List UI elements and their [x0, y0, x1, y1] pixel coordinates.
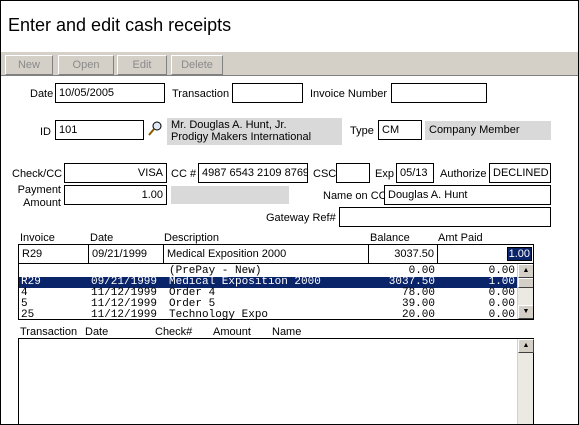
authorize-field[interactable]: DECLINED [489, 163, 551, 183]
page-title: Enter and edit cash receipts [8, 15, 232, 35]
scroll-thumb[interactable] [518, 278, 533, 288]
lookup-icon[interactable] [147, 120, 163, 138]
gateway-ref-field[interactable] [339, 207, 551, 227]
list-item-amt-paid: 0.00 [488, 309, 515, 320]
csc-field[interactable] [336, 163, 370, 183]
check-number-col-header: Check# [155, 326, 193, 338]
name-on-cc-label: Name on CC [323, 190, 387, 202]
transactions-scrollbar[interactable]: ▲ [517, 339, 534, 424]
transactions-list[interactable]: ▲ [18, 338, 534, 424]
list-item-description: Order 5 [169, 298, 216, 310]
list-item-date: 11/12/1999 [91, 309, 158, 320]
list-item-balance: 0.00 [408, 265, 435, 277]
type-description: Company Member [425, 121, 551, 140]
transaction-label: Transaction [172, 88, 230, 100]
balance-col-header: Balance [370, 232, 410, 244]
payment-label-line2: Amount [23, 197, 61, 209]
type-field[interactable]: CM [378, 120, 422, 140]
list-item[interactable]: (PrePay - New) 0.00 0.00 [19, 266, 518, 277]
check-cc-label: Check/CC [12, 168, 63, 180]
list-item-balance: 3037.50 [388, 276, 435, 288]
open-button[interactable]: Open [58, 55, 114, 75]
payment-amount-label: Payment Amount [11, 184, 61, 210]
scroll-up-icon[interactable]: ▲ [518, 264, 533, 278]
authorize-label: Authorize [440, 168, 487, 180]
list-item-description: Technology Expo [169, 309, 269, 320]
cc-number-field[interactable]: 4987 6543 2109 8769 [198, 163, 308, 183]
customer-name: Mr. Douglas A. Hunt, Jr. [171, 119, 287, 131]
toolbar: New Open Edit Delete [1, 51, 578, 76]
customer-company: Prodigy Makers International [171, 131, 312, 143]
invoice-list[interactable]: (PrePay - New) 0.00 0.00 R29 09/21/1999 Medic… [18, 263, 534, 320]
trans-date-col-header: Date [85, 326, 109, 338]
gateway-ref-label: Gateway Ref# [266, 212, 336, 224]
id-label: ID [40, 126, 51, 138]
check-cc-field[interactable]: VISA [64, 163, 167, 183]
list-item-invoice: 4 [21, 287, 28, 299]
payment-amount-field[interactable]: 1.00 [64, 185, 167, 205]
csc-label: CSC [313, 168, 337, 180]
list-item-date: 11/12/1999 [91, 287, 158, 299]
payment-info-box [171, 186, 289, 204]
amt-paid-col-header: Amt Paid [438, 232, 483, 244]
amount-col-header: Amount [213, 326, 251, 338]
invoice-list-scrollbar[interactable]: ▲ ▼ [517, 264, 533, 319]
date-label: Date [30, 88, 54, 100]
date-field[interactable]: 10/05/2005 [55, 83, 165, 103]
list-item[interactable]: 5 11/12/1999 Order 5 39.00 0.00 [19, 299, 518, 310]
delete-button[interactable]: Delete [171, 55, 223, 75]
list-item-invoice: 5 [21, 298, 28, 310]
list-item-invoice: 25 [21, 309, 35, 320]
transaction-col-header: Transaction [20, 326, 78, 338]
date-col-header: Date [90, 232, 114, 244]
list-item-amt-paid: 1.00 [488, 276, 515, 288]
customer-info: Mr. Douglas A. Hunt, Jr. Prodigy Makers … [167, 118, 342, 145]
list-item-invoice: R29 [21, 276, 41, 288]
list-item-balance: 78.00 [401, 287, 435, 299]
list-item-description: Medical Exposition 2000 [169, 276, 321, 288]
invoice-number-label: Invoice Number [310, 88, 388, 100]
edit-button[interactable]: Edit [117, 55, 167, 75]
list-item-date: 09/21/1999 [91, 276, 158, 288]
list-item-balance: 39.00 [401, 298, 435, 310]
cc-number-label: CC # [171, 168, 197, 180]
name-on-cc-field[interactable]: Douglas A. Hunt [384, 185, 551, 205]
transaction-field[interactable] [232, 83, 303, 103]
scroll-up-icon[interactable]: ▲ [518, 339, 534, 353]
list-item[interactable]: R29 09/21/1999 Medical Exposition 2000 3037… [19, 277, 518, 288]
list-item-balance: 20.00 [401, 309, 435, 320]
list-item-amt-paid: 0.00 [488, 287, 515, 299]
current-amt-paid[interactable]: 1.00 [438, 245, 535, 263]
current-date[interactable]: 09/21/1999 [89, 245, 164, 263]
invoice-col-header: Invoice [20, 232, 55, 244]
new-button[interactable]: New [5, 55, 53, 75]
invoice-number-field[interactable] [391, 83, 487, 103]
id-field[interactable]: 101 [55, 120, 144, 140]
scroll-down-icon[interactable]: ▼ [518, 305, 533, 319]
exp-label: Exp [375, 168, 394, 180]
list-item-amt-paid: 0.00 [488, 265, 515, 277]
current-invoice-row[interactable]: R29 09/21/1999 Medical Exposition 2000 3… [18, 244, 534, 264]
list-item-description: (PrePay - New) [169, 265, 262, 277]
amt-paid-selection[interactable]: 1.00 [506, 247, 532, 261]
list-item-amt-paid: 0.00 [488, 298, 515, 310]
list-item-description: Order 4 [169, 287, 216, 299]
list-item-date: 11/12/1999 [91, 298, 158, 310]
current-invoice[interactable]: R29 [19, 245, 89, 263]
list-item[interactable]: 25 11/12/1999 Technology Expo 20.00 0.00 [19, 310, 518, 320]
current-description[interactable]: Medical Exposition 2000 [164, 245, 369, 263]
description-col-header: Description [164, 232, 220, 244]
exp-field[interactable]: 05/13 [396, 163, 434, 183]
name-col-header: Name [272, 326, 302, 338]
payment-label-line1: Payment [17, 184, 61, 196]
type-label: Type [350, 125, 374, 137]
list-item[interactable]: 4 11/12/1999 Order 4 78.00 0.00 [19, 288, 518, 299]
current-balance[interactable]: 3037.50 [369, 245, 438, 263]
